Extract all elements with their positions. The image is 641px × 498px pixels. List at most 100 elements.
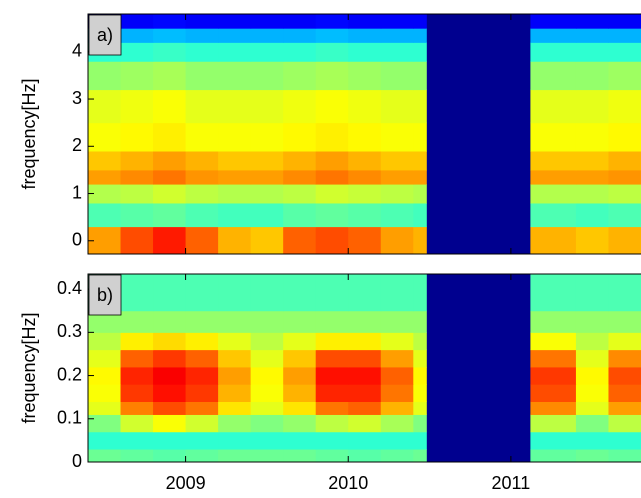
heatmap-cell: [88, 184, 122, 204]
panel-label-box: [88, 14, 122, 56]
heatmap-cell: [185, 169, 219, 185]
heatmap-cell: [380, 151, 414, 171]
heatmap-cell: [88, 61, 122, 91]
heatmap-cell: [250, 349, 284, 368]
heatmap-cell: [153, 449, 187, 463]
heatmap-cell: [120, 42, 154, 62]
heatmap-cell: [120, 414, 154, 433]
heatmap-cell: [530, 28, 577, 43]
x-tick-label: 2010: [328, 473, 368, 493]
heatmap-cell: [530, 184, 577, 204]
heatmap-cell: [218, 28, 252, 43]
heatmap-cell: [153, 151, 187, 171]
heatmap-cell: [608, 89, 641, 124]
heatmap-cell: [608, 332, 641, 351]
heatmap-cell: [283, 14, 317, 29]
heatmap-cell: [120, 332, 154, 351]
heatmap-cell: [185, 14, 219, 29]
heatmap-cell: [218, 169, 252, 185]
heatmap-cell: [250, 449, 284, 463]
heatmap-cell: [153, 226, 187, 255]
heatmap-cell: [120, 449, 154, 463]
heatmap-cell: [380, 61, 414, 91]
heatmap-cell: [348, 151, 382, 171]
heatmap-cell: [218, 332, 252, 351]
heatmap-cell: [218, 274, 252, 312]
heatmap-cell: [315, 401, 349, 415]
heatmap-cell: [530, 414, 577, 433]
heatmap-cell: [315, 449, 349, 463]
y-tick-label: 4: [72, 41, 82, 61]
heatmap-cell: [380, 349, 414, 368]
heatmap-cell: [575, 226, 609, 255]
heatmap-cell: [575, 349, 609, 368]
heatmap-cell: [380, 414, 414, 433]
heatmap-cell: [608, 151, 641, 171]
heatmap-cell: [88, 89, 122, 124]
heatmap-cell: [120, 14, 154, 29]
heatmap-cell: [185, 414, 219, 433]
heatmap-cell: [283, 184, 317, 204]
heatmap-cell: [575, 151, 609, 171]
heatmap-cell: [380, 184, 414, 204]
heatmap-cell: [413, 184, 427, 204]
heatmap-cell: [348, 28, 382, 43]
heatmap-cell: [530, 226, 577, 255]
heatmap-cell: [348, 431, 382, 450]
heatmap-cell: [315, 28, 349, 43]
heatmap-cell: [283, 28, 317, 43]
heatmap-cell: [283, 169, 317, 185]
heatmap-cell: [575, 414, 609, 433]
heatmap-cell: [413, 431, 427, 450]
heatmap-cell: [413, 61, 427, 91]
axes-frame: [87, 273, 641, 463]
heatmap-cell: [185, 28, 219, 43]
heatmap-cell: [608, 401, 641, 415]
heatmap-cell: [283, 151, 317, 171]
heatmap-cell: [218, 366, 252, 385]
y-tick-label: 0: [72, 451, 82, 471]
heatmap-cell: [218, 122, 252, 152]
heatmap-cell: [315, 332, 349, 351]
heatmap-cell: [88, 202, 122, 228]
heatmap-cell: [283, 274, 317, 312]
heatmap-cell: [153, 349, 187, 368]
x-tick-label: 2011: [492, 473, 531, 493]
heatmap-cell: [380, 42, 414, 62]
heatmap-cell: [185, 151, 219, 171]
y-tick-label: 0.2: [57, 364, 82, 384]
heatmap-cell: [120, 310, 154, 333]
panel-label: b): [97, 285, 113, 305]
heatmap-cell: [530, 151, 577, 171]
heatmap-cell: [153, 401, 187, 415]
heatmap-cell: [413, 384, 427, 402]
heatmap-cell: [608, 226, 641, 255]
heatmap-cell: [250, 169, 284, 185]
heatmap-cell: [608, 349, 641, 368]
y-tick-label: 0.3: [57, 321, 82, 341]
y-tick-label: 1: [72, 182, 82, 202]
heatmap-cell: [608, 42, 641, 62]
heatmap-cell: [120, 349, 154, 368]
heatmap-cell: [530, 431, 577, 450]
heatmap-cell: [530, 42, 577, 62]
heatmap-cell: [413, 310, 427, 333]
heatmap-cell: [575, 89, 609, 124]
heatmap-cell: [283, 366, 317, 385]
heatmap-cell: [530, 401, 577, 415]
heatmap-cell: [608, 28, 641, 43]
heatmap-cell: [315, 42, 349, 62]
heatmap-cell: [348, 366, 382, 385]
y-axis-label: frequency[Hz]: [19, 78, 39, 189]
x-tick-label: 2009: [166, 473, 206, 493]
heatmap-cell: [608, 449, 641, 463]
heatmap-cell: [218, 349, 252, 368]
heatmap-cell: [608, 169, 641, 185]
heatmap-cell: [218, 431, 252, 450]
heatmap-cell: [575, 122, 609, 152]
heatmap-cell: [185, 401, 219, 415]
heatmap-cell: [218, 202, 252, 228]
heatmap-cell: [250, 384, 284, 402]
heatmap-cell: [283, 414, 317, 433]
heatmap-cell: [88, 401, 122, 415]
